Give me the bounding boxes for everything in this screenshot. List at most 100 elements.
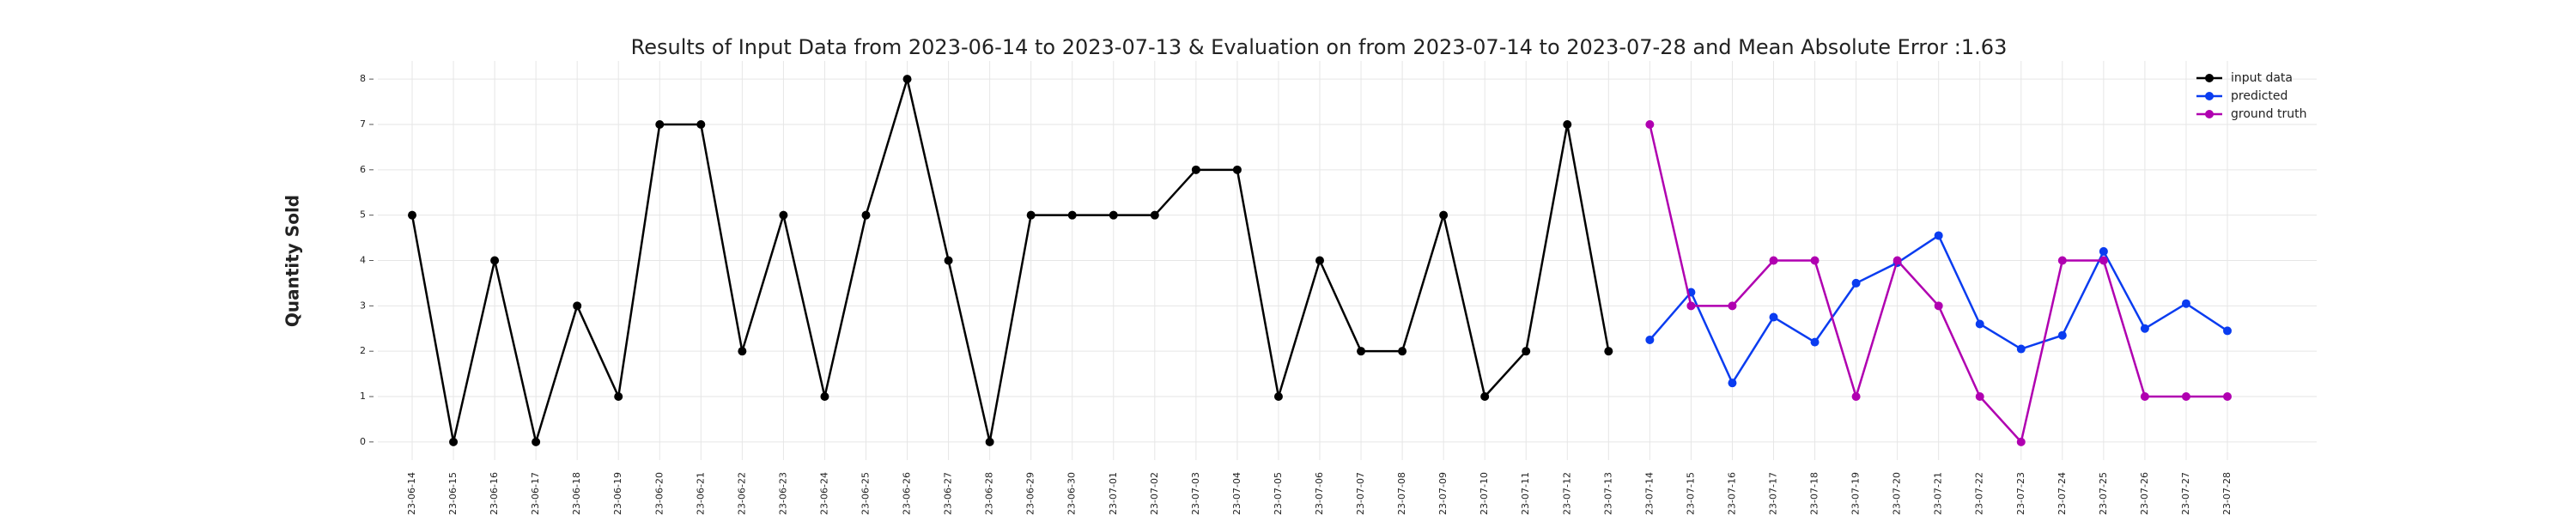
x-tick-label: 2023-07-13 — [1602, 472, 1613, 515]
line — [410, 75, 1610, 446]
x-tick-label: 2023-07-03 — [1190, 472, 1201, 515]
marker — [1975, 392, 1984, 402]
x-tick-label: 2023-06-22 — [736, 472, 747, 515]
marker — [614, 392, 623, 402]
marker — [655, 119, 665, 129]
x-tick-label: 2023-07-18 — [1809, 472, 1820, 515]
x-tick-label: 2023-06-20 — [653, 472, 665, 515]
marker — [2140, 324, 2149, 333]
x-tick-label: 2023-06-19 — [612, 472, 623, 515]
x-tick-label: 2023-07-27 — [2180, 472, 2191, 515]
marker — [1645, 335, 1655, 344]
x-tick-label: 2023-06-24 — [818, 472, 829, 515]
marker — [944, 256, 953, 265]
marker — [902, 75, 912, 84]
marker — [1357, 347, 1366, 356]
x-tick-label: 2023-07-08 — [1396, 472, 1407, 515]
x-tick-label: 2023-06-29 — [1025, 472, 1036, 515]
x-tick-label: 2023-07-21 — [1933, 472, 1944, 515]
x-tick-label: 2023-07-26 — [2139, 472, 2150, 515]
x-tick-label: 2023-07-20 — [1892, 472, 1903, 515]
x-tick-label: 2023-07-07 — [1355, 472, 1366, 515]
y-tick-label: 5 — [360, 209, 366, 221]
marker — [1026, 210, 1036, 220]
legend-marker — [2205, 110, 2214, 118]
marker — [2016, 344, 2026, 354]
x-tick-label: 2023-07-09 — [1437, 472, 1449, 515]
marker — [2181, 299, 2190, 308]
x-tick-label: 2023-06-16 — [489, 472, 500, 515]
x-tick-label: 2023-06-21 — [695, 472, 706, 515]
x-tick-label: 2023-06-17 — [530, 472, 541, 515]
x-tick-label: 2023-07-28 — [2221, 472, 2233, 515]
marker — [1769, 256, 1778, 265]
x-tick-label: 2023-07-05 — [1273, 472, 1284, 515]
marker — [985, 437, 994, 446]
legend-label: ground truth — [2231, 107, 2306, 121]
marker — [1232, 165, 1242, 174]
marker — [1067, 210, 1077, 220]
x-tick-label: 2023-06-23 — [777, 472, 788, 515]
marker — [1851, 278, 1861, 288]
marker — [1645, 119, 1655, 129]
y-tick-label: 2 — [360, 345, 366, 356]
marker — [532, 437, 541, 446]
legend-label: input data — [2231, 71, 2293, 85]
x-tick-label: 2023-07-15 — [1685, 472, 1696, 515]
x-tick-label: 2023-06-28 — [984, 472, 995, 515]
y-tick-label: 8 — [360, 73, 366, 84]
marker — [2223, 326, 2232, 336]
marker — [449, 437, 459, 446]
y-tick-label: 4 — [360, 255, 366, 266]
marker — [2140, 392, 2149, 402]
marker — [1851, 392, 1861, 402]
marker — [2181, 392, 2190, 402]
marker — [408, 210, 416, 220]
marker — [1273, 392, 1283, 402]
x-tick-label: 2023-07-23 — [2015, 472, 2026, 515]
marker — [738, 347, 747, 356]
marker — [1810, 337, 1820, 347]
legend-marker — [2205, 74, 2214, 82]
x-tick-label: 2023-07-04 — [1231, 472, 1242, 515]
marker — [820, 392, 829, 402]
marker — [779, 210, 788, 220]
x-tick-label: 2023-06-18 — [571, 472, 582, 515]
marker — [1728, 379, 1737, 388]
marker — [1563, 119, 1572, 129]
y-tick-label: 3 — [360, 300, 366, 311]
y-tick-label: 1 — [360, 391, 366, 402]
marker — [2223, 392, 2232, 402]
marker — [861, 210, 871, 220]
marker — [2016, 437, 2026, 446]
marker — [1315, 256, 1324, 265]
x-tick-label: 2023-07-24 — [2057, 472, 2068, 515]
legend-label: predicted — [2231, 89, 2287, 103]
x-tick-label: 2023-07-25 — [2098, 472, 2109, 515]
x-tick-label: 2023-07-06 — [1314, 472, 1325, 515]
x-tick-label: 2023-06-14 — [406, 472, 417, 515]
marker — [1480, 392, 1490, 402]
marker — [1398, 347, 1407, 356]
x-tick-label: 2023-06-25 — [860, 472, 872, 515]
marker — [1686, 301, 1696, 311]
marker — [1810, 256, 1820, 265]
legend-marker — [2205, 92, 2214, 100]
x-tick-label: 2023-07-10 — [1479, 472, 1490, 515]
marker — [1150, 210, 1159, 220]
marker — [1191, 165, 1200, 174]
x-tick-label: 2023-07-22 — [1974, 472, 1985, 515]
marker — [2057, 330, 2067, 340]
x-tick-label: 2023-07-19 — [1850, 472, 1862, 515]
x-tick-label: 2023-07-11 — [1520, 472, 1531, 515]
x-tick-label: 2023-06-26 — [902, 472, 913, 515]
marker — [1934, 231, 1943, 240]
marker — [696, 119, 706, 129]
x-tick-label: 2023-06-30 — [1066, 472, 1078, 515]
marker — [1893, 256, 1902, 265]
marker — [1769, 312, 1778, 322]
marker — [2057, 256, 2067, 265]
marker — [1728, 301, 1737, 311]
x-tick-label: 2023-06-15 — [447, 472, 459, 515]
